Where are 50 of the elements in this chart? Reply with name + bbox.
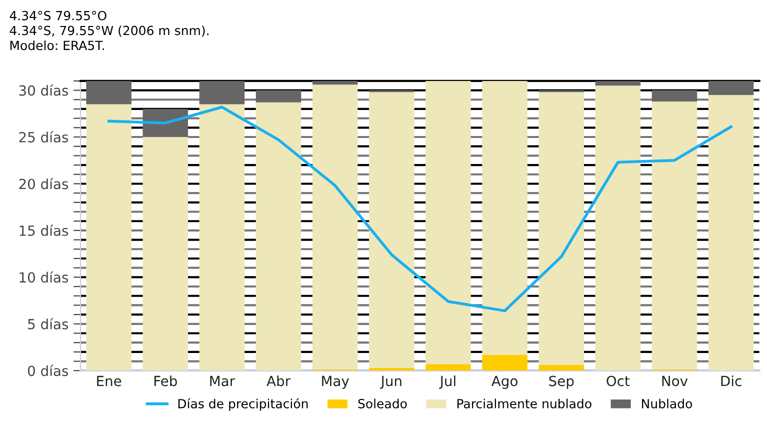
x-tick-label: May (322, 376, 350, 389)
y-tick-label: 5 días (28, 318, 68, 330)
bar (708, 80, 754, 95)
bar (199, 80, 245, 104)
line-series (107, 106, 732, 312)
x-tick-label: Feb (154, 375, 177, 386)
x-tick-label: Jul (439, 375, 456, 389)
bar (426, 364, 471, 371)
x-tick-label: Nov (662, 376, 688, 386)
bar (142, 137, 188, 371)
bar (426, 80, 471, 364)
bar (652, 90, 698, 102)
legend-label: Días de precipitación (178, 398, 308, 411)
y-tick-label: 0 días (28, 364, 68, 376)
x-tick-label: Oct (606, 376, 630, 386)
y-tick-label: 30 días (19, 84, 68, 96)
y-tick-label: 25 días (19, 131, 68, 142)
text: Modelo: ERA5T. (10, 40, 104, 50)
bar (199, 104, 245, 371)
bar (256, 102, 302, 371)
legend-label: Soleado (358, 398, 407, 408)
bar (369, 368, 414, 371)
bar (708, 94, 754, 371)
bar (538, 365, 584, 371)
chart-subtitle: 4.34°S, 79.55°W (2006 m snm). (10, 26, 208, 37)
x-tick-label: Dic (721, 375, 742, 386)
x-tick-label: Mar (210, 376, 236, 386)
x-tick-label: Ago (491, 376, 518, 389)
bar (538, 92, 584, 366)
x-tick-label: Jun (380, 376, 402, 389)
bar (652, 102, 698, 370)
bar (312, 80, 358, 85)
legend-label: Parcialmente nublado (457, 398, 592, 408)
x-tick-label: Sep (549, 376, 574, 389)
bar (86, 104, 132, 371)
x-tick-label: Abr (266, 375, 291, 386)
bar (256, 90, 302, 102)
bar (595, 80, 641, 86)
y-tick-label: 20 días (19, 178, 68, 190)
bar (86, 80, 132, 104)
bar (312, 84, 358, 370)
y-tick-label: 15 días (20, 224, 68, 236)
y-tick-label: 10 días (20, 271, 68, 283)
bar (482, 354, 528, 371)
chart-title: 4.34°S 79.55°O (10, 10, 106, 20)
x-tick-label: Ene (97, 376, 122, 386)
bar (369, 92, 414, 368)
bar (482, 80, 528, 355)
legend-label: Nublado (642, 398, 692, 408)
bar (595, 86, 641, 371)
